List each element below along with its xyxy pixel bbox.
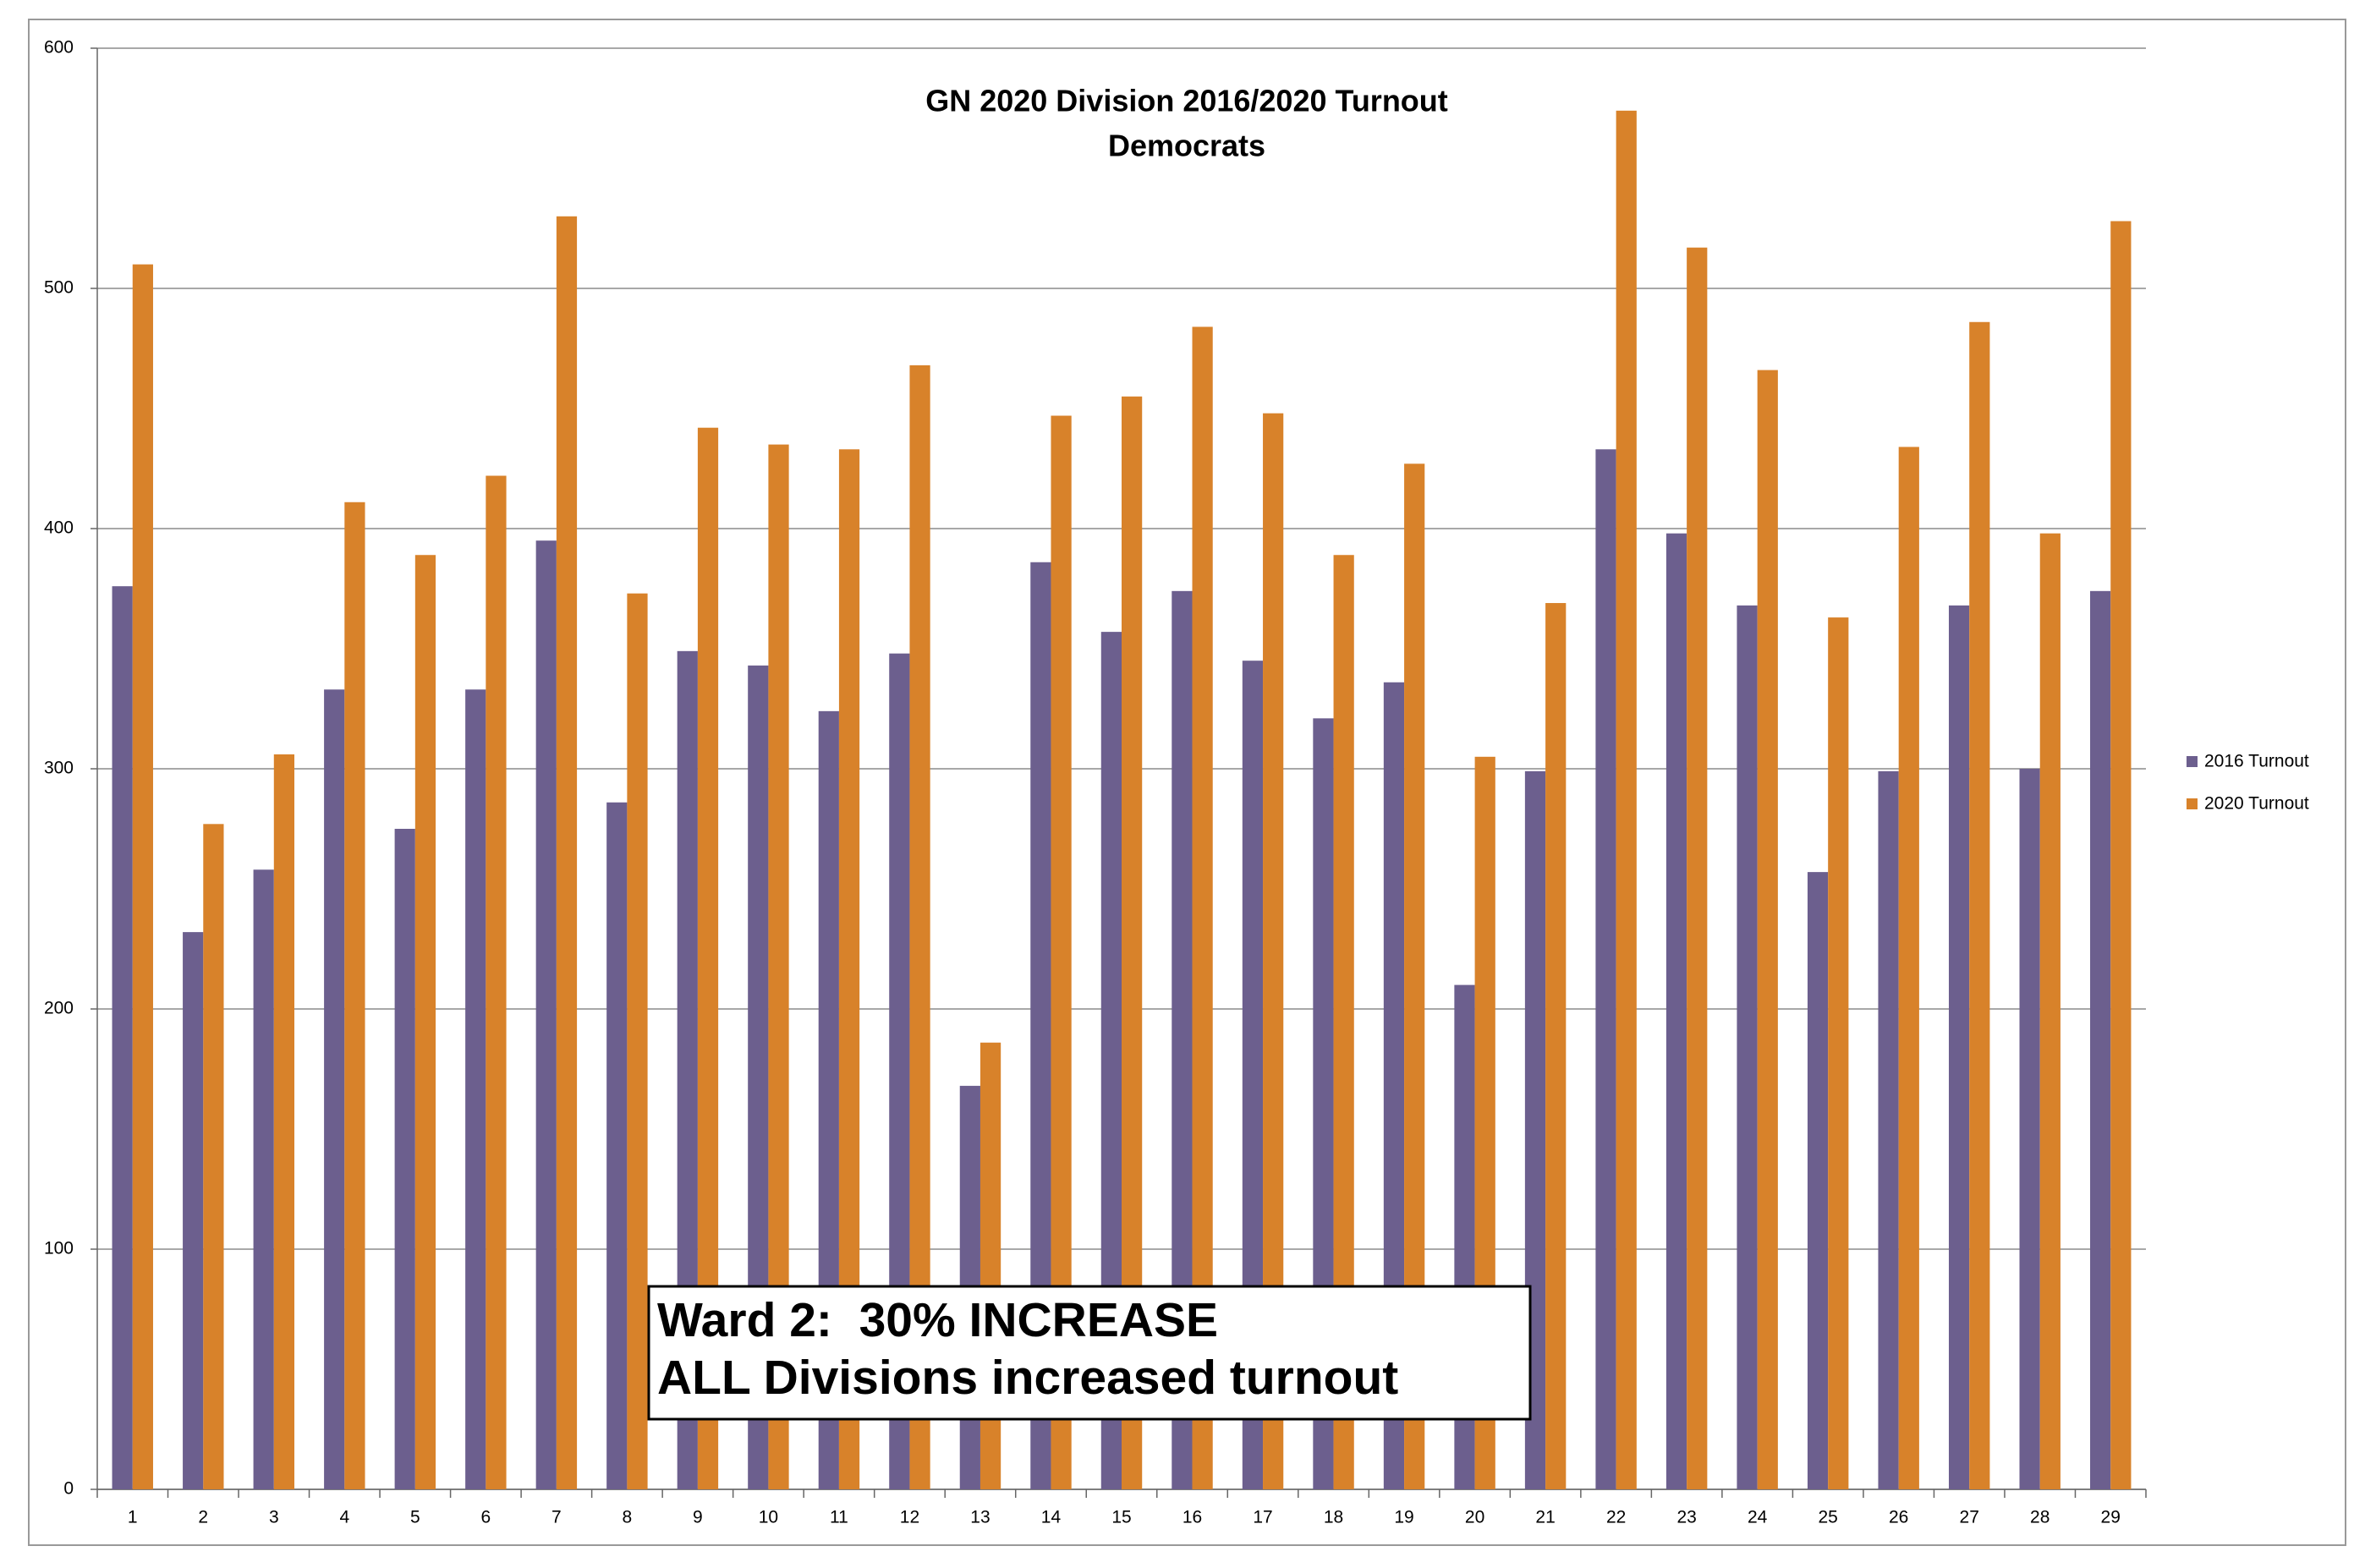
x-tick-label: 4 (339, 1508, 349, 1527)
y-tick-label: 500 (44, 278, 74, 298)
bar (2110, 221, 2132, 1490)
bar (535, 540, 557, 1490)
y-tick-label: 200 (44, 999, 74, 1018)
x-tick-label: 13 (970, 1508, 990, 1527)
legend-label: 2020 Turnout (2204, 794, 2309, 814)
x-tick-label: 20 (1465, 1508, 1484, 1527)
x-tick-label: 2 (198, 1508, 208, 1527)
x-tick-label: 15 (1111, 1508, 1131, 1527)
bar (1948, 605, 1970, 1489)
chart-title: GN 2020 Division 2016/2020 Turnout (925, 84, 1448, 118)
legend-swatch (2187, 756, 2198, 767)
y-tick-label: 300 (44, 759, 74, 778)
bar (2039, 533, 2060, 1490)
bar (203, 824, 224, 1489)
bar (132, 264, 153, 1490)
x-tick-label: 25 (1818, 1508, 1837, 1527)
bar (606, 802, 628, 1489)
x-tick-label: 11 (830, 1508, 848, 1527)
x-tick-label: 23 (1676, 1508, 1696, 1527)
x-tick-label: 5 (410, 1508, 420, 1527)
legend-label: 2016 Turnout (2204, 752, 2309, 771)
x-tick-label: 18 (1324, 1508, 1343, 1527)
bar (1757, 370, 1778, 1489)
x-tick-label: 7 (551, 1508, 562, 1527)
bar (344, 502, 365, 1489)
y-tick-label: 600 (44, 38, 74, 58)
x-tick-label: 14 (1041, 1508, 1062, 1527)
bar (1616, 110, 1637, 1490)
bar (1687, 247, 1708, 1490)
x-tick-label: 26 (1889, 1508, 1908, 1527)
bar (112, 586, 133, 1490)
bar (394, 829, 415, 1489)
bar (1595, 449, 1616, 1489)
bar (1737, 605, 1758, 1489)
y-tick-label: 400 (44, 518, 74, 538)
x-tick-label: 22 (1606, 1508, 1626, 1527)
bar (627, 593, 648, 1490)
bar (1828, 617, 1849, 1489)
bar (1807, 872, 1829, 1489)
x-tick-label: 6 (481, 1508, 491, 1527)
bar (253, 869, 274, 1489)
bar (1878, 770, 1899, 1489)
bar (324, 689, 345, 1489)
bar (2019, 769, 2040, 1489)
annotation-box (647, 1285, 1532, 1421)
bar (414, 555, 436, 1489)
x-tick-label: 16 (1183, 1508, 1202, 1527)
bar (486, 475, 507, 1489)
bar (1665, 533, 1687, 1490)
y-tick-label: 100 (44, 1239, 74, 1258)
x-tick-label: 27 (1960, 1508, 1979, 1527)
bar (1969, 321, 1990, 1489)
bar (1898, 447, 1919, 1490)
y-tick-label: 0 (63, 1479, 74, 1499)
bar (979, 1042, 1001, 1489)
x-tick-label: 19 (1394, 1508, 1413, 1527)
annotation: ALL Divisions increased turnout (657, 1351, 1398, 1405)
bar (2090, 590, 2111, 1489)
annotation: Ward 2: 30% INCREASE (657, 1293, 1218, 1347)
x-tick-label: 9 (693, 1508, 703, 1527)
x-tick-label: 10 (759, 1508, 778, 1527)
bar (465, 689, 486, 1489)
x-tick-label: 1 (128, 1508, 138, 1527)
x-tick-label: 17 (1253, 1508, 1272, 1527)
x-tick-label: 12 (900, 1508, 919, 1527)
x-tick-label: 8 (623, 1508, 633, 1527)
x-tick-label: 28 (2030, 1508, 2050, 1527)
legend-swatch (2187, 798, 2198, 809)
x-tick-label: 21 (1535, 1508, 1555, 1527)
x-tick-label: 29 (2101, 1508, 2121, 1527)
bar (273, 754, 295, 1489)
bar (183, 932, 204, 1489)
bar (556, 216, 578, 1489)
chart-subtitle: Democrats (1108, 129, 1265, 163)
x-tick-label: 24 (1748, 1508, 1768, 1527)
x-tick-label: 3 (269, 1508, 279, 1527)
bar (1545, 603, 1567, 1489)
